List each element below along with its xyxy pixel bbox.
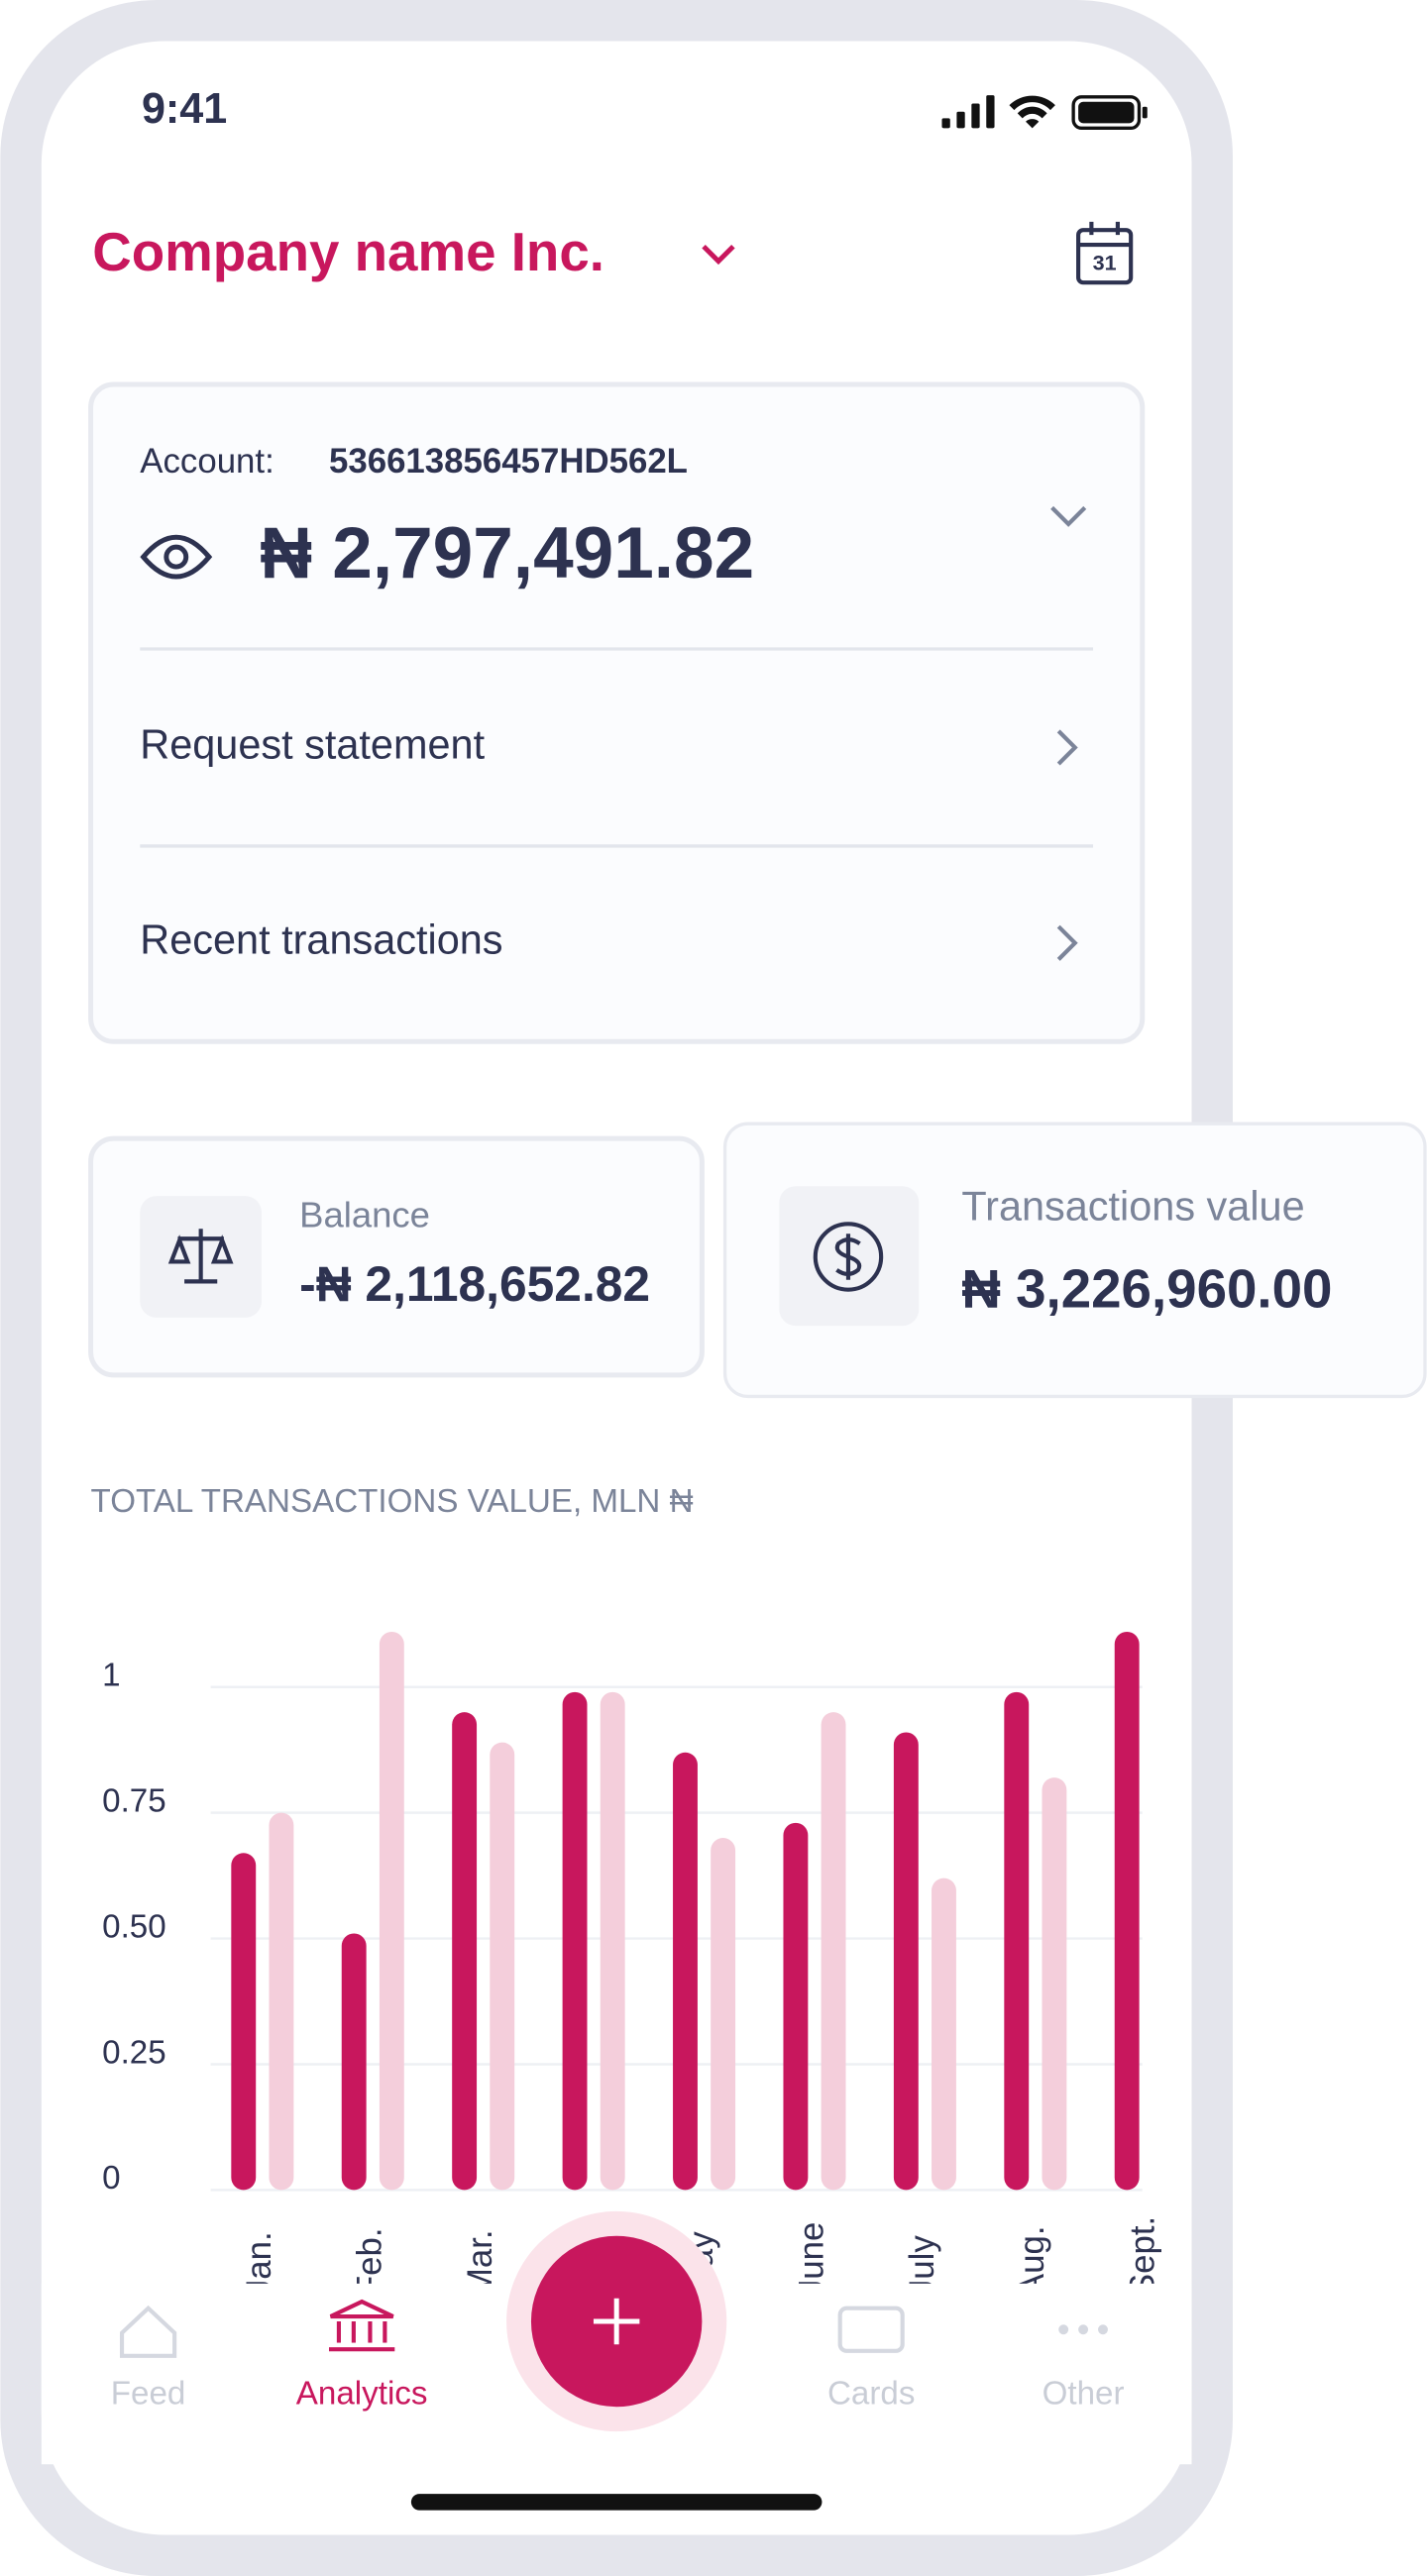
- chart-title: TOTAL TRANSACTIONS VALUE, MLN ₦: [91, 1483, 694, 1520]
- bar: [711, 1838, 736, 2191]
- balance-value: -₦ 2,118,652.82: [299, 1256, 650, 1312]
- bar: [269, 1812, 294, 2191]
- chevron: [1056, 729, 1078, 766]
- bar: [783, 1822, 809, 2191]
- y-tick-label: 0.25: [102, 2034, 166, 2071]
- nav-feed[interactable]: Feed: [111, 2375, 186, 2412]
- request-statement-link[interactable]: Request statement: [140, 720, 485, 767]
- bar: [231, 1853, 257, 2191]
- account-expand[interactable]: [1050, 505, 1087, 527]
- other-icon[interactable]: [1058, 2324, 1108, 2335]
- home-indicator: [410, 2494, 823, 2511]
- bar: [452, 1712, 478, 2191]
- cards-icon[interactable]: [837, 2306, 905, 2353]
- scale-icon: [167, 1229, 234, 1284]
- bar: [821, 1712, 846, 2191]
- status-icons: [941, 95, 1148, 130]
- x-tick-label: Sept.: [1124, 2216, 1162, 2297]
- transactions-label: Transactions value: [961, 1182, 1304, 1229]
- balance-label: Balance: [299, 1194, 430, 1234]
- account-label: Account:: [140, 442, 274, 481]
- account-card: [88, 381, 1146, 1044]
- bar-chart: 00.250.500.751Jan.Feb.Mar.Apr.MayJuneJul…: [102, 1631, 1162, 2297]
- y-tick-label: 0.75: [102, 1782, 166, 1819]
- bar: [893, 1732, 919, 2191]
- status-time: 9:41: [142, 85, 227, 133]
- bottom-nav: Feed Analytics Cards Other: [41, 2210, 1192, 2465]
- y-tick-label: 0: [102, 2160, 120, 2197]
- bar: [562, 1691, 588, 2191]
- bar: [1042, 1777, 1067, 2191]
- account-amount: ₦ 2,797,491.82: [260, 513, 754, 593]
- bar: [932, 1878, 956, 2191]
- eye-icon[interactable]: [140, 534, 213, 580]
- company-name[interactable]: Company name Inc.: [92, 221, 604, 282]
- recent-transactions-link[interactable]: Recent transactions: [140, 916, 502, 963]
- add-icon: [593, 2298, 640, 2345]
- bar: [490, 1742, 515, 2191]
- calendar-day: 31: [1093, 251, 1117, 275]
- bar: [1114, 1631, 1140, 2191]
- y-tick-label: 1: [102, 1658, 120, 1694]
- bar: [341, 1933, 367, 2191]
- feed-icon[interactable]: [119, 2305, 177, 2358]
- analytics-icon[interactable]: [328, 2299, 395, 2352]
- chevron: [1056, 924, 1078, 961]
- y-tick-label: 0.50: [102, 1908, 166, 1945]
- dollar-icon: [813, 1222, 884, 1292]
- nav-analytics[interactable]: Analytics: [296, 2375, 428, 2412]
- account-number: 536613856457HD562L: [329, 442, 688, 481]
- nav-other[interactable]: Other: [1043, 2375, 1125, 2412]
- bar: [1004, 1691, 1030, 2191]
- transactions-value: ₦ 3,226,960.00: [961, 1257, 1332, 1319]
- bar: [600, 1691, 625, 2191]
- bar: [673, 1752, 698, 2191]
- calendar-button[interactable]: 31: [1076, 221, 1134, 285]
- bar: [379, 1631, 404, 2191]
- company-dropdown[interactable]: [702, 244, 735, 266]
- nav-cards[interactable]: Cards: [827, 2375, 915, 2412]
